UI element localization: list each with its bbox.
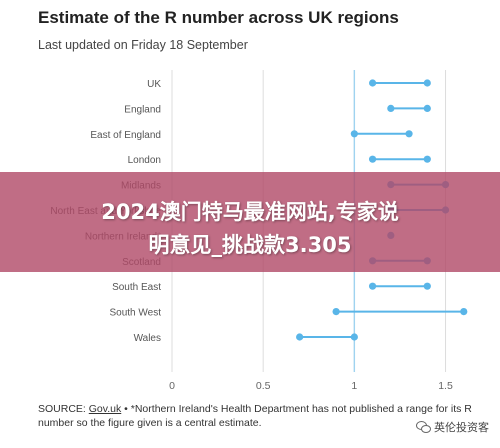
- source-label: SOURCE:: [38, 403, 86, 415]
- overlay-text-line-1: 2024澳门特马最准网站,专家说: [101, 200, 399, 224]
- category-label: UK: [147, 79, 161, 90]
- category-label: East of England: [90, 130, 161, 141]
- watermark: 英伦投资客: [413, 418, 492, 436]
- range-high-point: [423, 104, 431, 112]
- range-low-point: [368, 79, 377, 87]
- x-tick-label: 0: [169, 380, 175, 392]
- range-high-point: [350, 333, 358, 341]
- range-high-point: [405, 130, 413, 138]
- range-high-point: [423, 155, 431, 163]
- x-tick-label: 1.5: [438, 380, 453, 392]
- wechat-icon: [416, 421, 431, 433]
- x-tick-layer: 0 0.5 1 1.5: [169, 380, 453, 392]
- promo-overlay-banner: [0, 172, 500, 272]
- range-high-point: [423, 79, 431, 87]
- x-tick-label: 1: [351, 380, 357, 392]
- source-link[interactable]: Gov.uk: [88, 403, 122, 415]
- source-footnote: • *Northern Ireland's Health Department …: [38, 403, 472, 429]
- category-label: South West: [109, 308, 161, 319]
- overlay-text-line-2: 明意见_挑战款3.305: [148, 233, 352, 257]
- range-low-point: [387, 104, 395, 112]
- category-label: South East: [112, 282, 161, 293]
- range-high-point: [423, 282, 431, 290]
- category-label: England: [124, 104, 161, 115]
- x-tick-label: 0.5: [256, 380, 271, 392]
- range-low-point: [332, 308, 340, 316]
- category-label: Wales: [134, 333, 161, 344]
- range-low-point: [368, 282, 377, 290]
- range-high-point: [460, 308, 468, 316]
- source-note: SOURCE: Gov.uk • *Northern Ireland's Hea…: [38, 402, 478, 430]
- range-low-point: [296, 333, 304, 341]
- watermark-text: 英伦投资客: [434, 421, 489, 434]
- category-label: London: [128, 155, 161, 166]
- chart-subtitle: Last updated on Friday 18 September: [38, 38, 248, 52]
- range-low-point: [368, 155, 377, 163]
- range-low-point: [350, 130, 358, 138]
- chart-title: Estimate of the R number across UK regio…: [38, 8, 399, 27]
